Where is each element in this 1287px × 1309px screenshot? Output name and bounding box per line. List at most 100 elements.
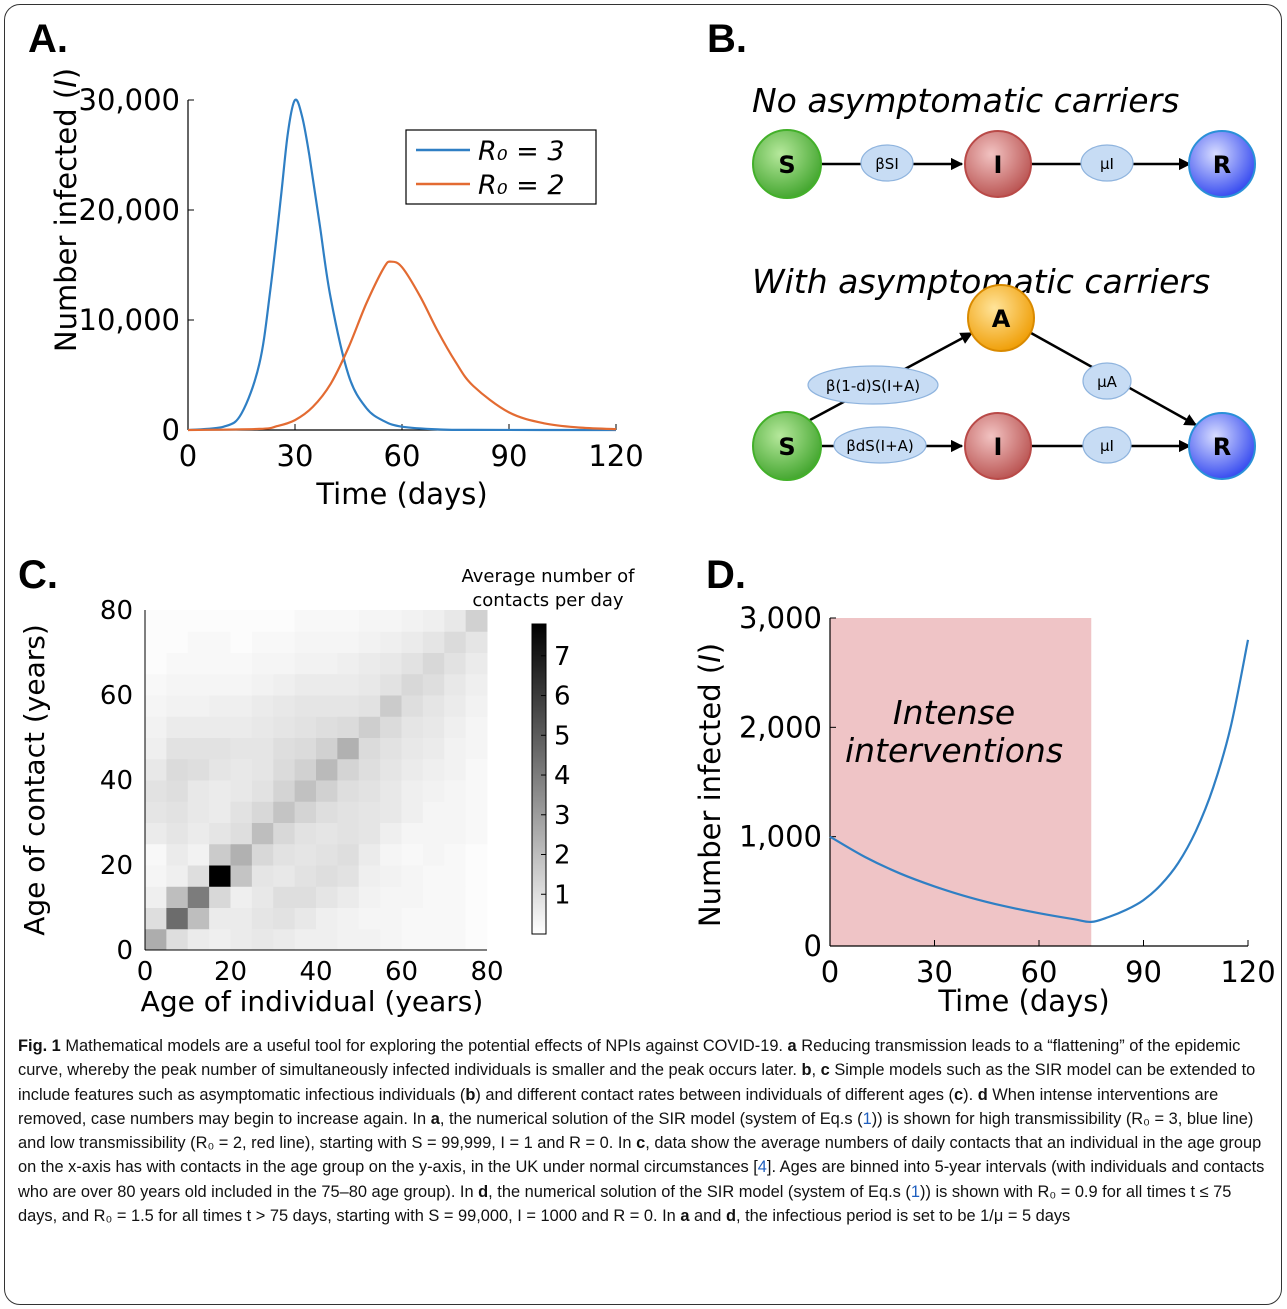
heatmap-cell — [145, 737, 167, 760]
heatmap-cell — [380, 780, 402, 802]
panel-a-x-ticks: 0 30 60 90 120 — [179, 424, 644, 473]
heatmap-cell — [465, 907, 488, 930]
heatmap-cell — [251, 631, 274, 653]
y-tick-label: 1,000 — [739, 820, 822, 854]
rate-bubble-beta-1-d — [807, 365, 939, 405]
heatmap-cell — [444, 695, 467, 717]
heatmap-cell — [358, 886, 381, 908]
heatmap-cell — [337, 610, 360, 632]
heatmap-cell — [187, 610, 210, 632]
rate-label-beta-si: βSI — [875, 155, 899, 173]
x-tick-label: 90 — [1125, 955, 1162, 989]
heatmap-cell — [337, 695, 360, 717]
panel-c-heatmap — [145, 610, 488, 951]
rate-label-mu-i-bottom: μI — [1100, 437, 1114, 455]
rate-label-beta-1-d: β(1-d)S(I+A) — [826, 377, 920, 395]
heatmap-cell — [401, 737, 424, 760]
heatmap-cell — [273, 716, 296, 738]
caption-text: , — [811, 1061, 821, 1080]
heatmap-cell — [209, 865, 231, 887]
series-line-0 — [187, 98, 617, 432]
heatmap-cell — [358, 631, 381, 653]
heatmap-cell — [316, 737, 338, 760]
heatmap-cell — [422, 886, 445, 908]
heatmap-cell — [251, 758, 274, 781]
caption-panel-ref: c — [954, 1085, 964, 1104]
x-tick-label: 90 — [491, 439, 528, 473]
heatmap-cell — [230, 716, 253, 738]
x-tick-label: 0 — [137, 957, 154, 987]
heatmap-cell — [166, 780, 189, 802]
heatmap-cell — [273, 907, 296, 930]
node-i-top — [964, 130, 1032, 198]
panel-b-title-no-asymptomatic: No asymptomatic carriers — [752, 81, 1179, 120]
heatmap-cell — [316, 758, 338, 781]
heatmap-cell — [187, 758, 210, 781]
heatmap-cell — [187, 907, 210, 930]
heatmap-cell — [444, 758, 467, 781]
y-tick-label: 40 — [100, 766, 133, 796]
heatmap-cell — [316, 865, 338, 887]
heatmap-cell — [444, 780, 467, 802]
heatmap-cell — [422, 780, 445, 802]
heatmap-cell — [358, 610, 381, 632]
panel-d-y-ticks: 0 1,000 2,000 3,000 — [739, 601, 836, 963]
caption-panel-ref: d — [977, 1085, 988, 1104]
heatmap-cell — [380, 822, 402, 845]
heatmap-cell — [422, 928, 445, 951]
node-r-top — [1188, 130, 1256, 198]
heatmap-cell — [294, 822, 317, 845]
y-tick-label: 2,000 — [739, 710, 822, 744]
heatmap-cell — [401, 716, 424, 738]
heatmap-cell — [316, 716, 338, 738]
x-tick-label: 40 — [299, 957, 332, 987]
rate-label-beta-d: βdS(I+A) — [846, 437, 914, 455]
heatmap-cell — [465, 801, 488, 823]
y-tick-label: 0 — [162, 413, 180, 447]
heatmap-cell — [251, 610, 274, 632]
heatmap-cell — [358, 907, 381, 930]
heatmap-cell — [209, 843, 231, 866]
caption-panel-ref: a — [680, 1207, 690, 1226]
series-line — [829, 639, 1250, 924]
heatmap-cell — [251, 843, 274, 866]
node-i-bottom — [964, 412, 1032, 480]
y-tick-label: 20 — [100, 851, 133, 881]
heatmap-cell — [422, 695, 445, 717]
x-tick-label: 80 — [470, 957, 503, 987]
node-r-top-label: R — [1213, 151, 1231, 179]
rate-label-mu-a: μA — [1097, 373, 1118, 391]
heatmap-cell — [273, 801, 296, 823]
heatmap-cell — [251, 695, 274, 717]
x-tick-label: 0 — [821, 955, 839, 989]
heatmap-cell — [337, 886, 360, 908]
colorbar-title-line2: contacts per day — [472, 590, 624, 611]
heatmap-cell — [209, 822, 231, 845]
heatmap-cell — [444, 631, 467, 653]
heatmap-cell — [166, 886, 189, 908]
y-tick-label: 60 — [100, 681, 133, 711]
node-a — [967, 284, 1035, 352]
heatmap-cell — [422, 843, 445, 866]
heatmap-cell — [401, 673, 424, 696]
heatmap-cell — [209, 737, 231, 760]
caption-text: When intense interventions are removed, … — [18, 1085, 1219, 1128]
caption-text: )) is shown with R₀ = 0.9 for all times … — [18, 1182, 1232, 1226]
heatmap-cell — [230, 907, 253, 930]
heatmap-cell — [273, 737, 296, 760]
panel-d-y-axis-label: Number infected (I) — [693, 643, 727, 927]
heatmap-cell — [166, 822, 189, 845]
heatmap-cell — [337, 907, 360, 930]
node-r-bottom-label: R — [1213, 433, 1231, 461]
heatmap-cell — [422, 737, 445, 760]
heatmap-cell — [337, 801, 360, 823]
y-tick-label: 0 — [804, 929, 822, 963]
heatmap-cell — [358, 801, 381, 823]
heatmap-cell — [422, 822, 445, 845]
heatmap-cell — [187, 928, 210, 951]
heatmap-cell — [401, 865, 424, 887]
heatmap-cell — [316, 843, 338, 866]
shade-label-line1: Intense — [893, 693, 1015, 732]
heatmap-cell — [465, 631, 488, 653]
heatmap-cell — [209, 801, 231, 823]
